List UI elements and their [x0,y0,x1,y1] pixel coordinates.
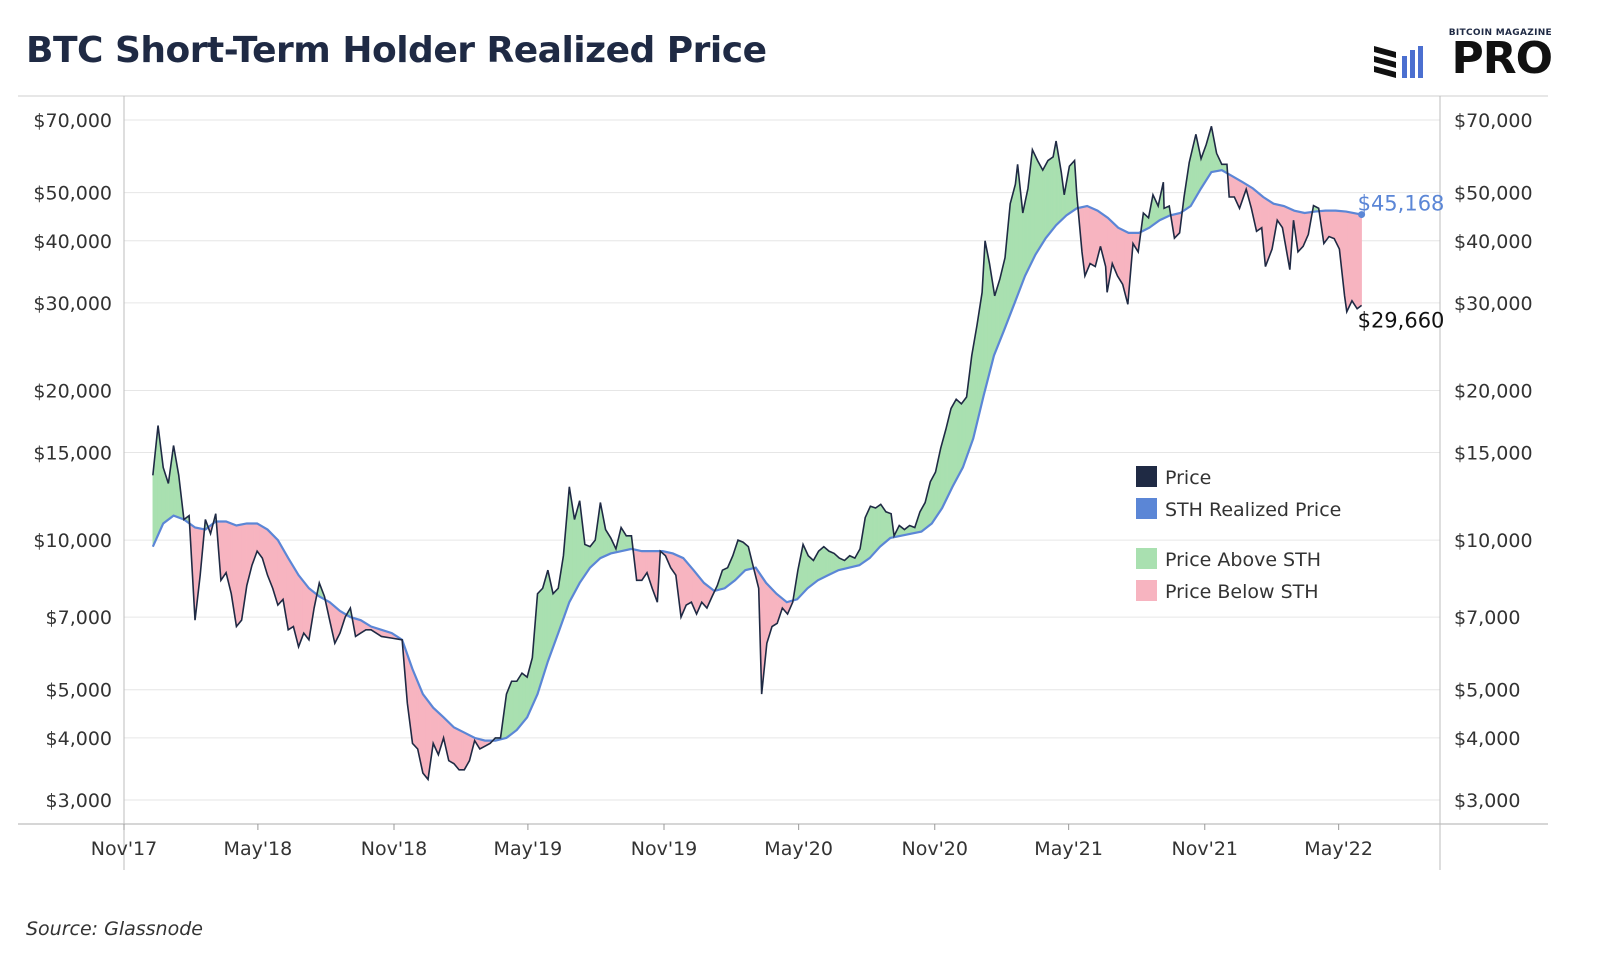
y-tick-label-right: $15,000 [1454,443,1533,465]
chart-legend: Price STH Realized Price Price Above STH Pr… [1136,466,1341,603]
area-price-below-sth [1359,213,1362,308]
price-line [152,126,1363,782]
y-tick-label-right: $30,000 [1454,293,1533,315]
y-tick-label-right: $4,000 [1454,728,1520,750]
x-tick-label: Nov'19 [631,838,697,860]
x-tick-label: May'21 [1034,838,1103,860]
y-axis-left: $3,000 $4,000 $5,000 $7,000 $10,000 $15,000 $2… [33,110,112,812]
sth-end-point [1358,211,1366,219]
y-tick-label-left: $20,000 [33,380,112,402]
y-tick-label-left: $40,000 [33,231,112,253]
x-tick-label: Nov'17 [91,838,157,860]
logo-main-text: PRO [1451,33,1553,84]
y-tick-label-right: $40,000 [1454,231,1533,253]
x-tick-label: Nov'20 [902,838,968,860]
y-tick-label-right: $50,000 [1454,183,1533,205]
y-tick-label-right: $3,000 [1454,790,1520,812]
y-tick-label-right: $7,000 [1454,607,1520,629]
x-tick-label: Nov'18 [361,838,427,860]
y-tick-label-left: $15,000 [33,443,112,465]
bitcoin-magazine-pro-logo: BITCOIN MAGAZINE PRO [1372,28,1553,84]
legend-label: Price Below STH [1165,581,1319,603]
x-tick-label: May'22 [1304,838,1373,860]
y-tick-label-left: $70,000 [33,110,112,132]
y-tick-label-left: $5,000 [46,680,112,702]
y-tick-label-left: $30,000 [33,293,112,315]
chart-title: BTC Short-Term Holder Realized Price [26,30,767,71]
logo-bars-icon [1374,46,1423,78]
y-axis-right: $3,000 $4,000 $5,000 $7,000 $10,000 $15,000 $2… [1454,110,1533,812]
legend-swatch [1136,548,1157,569]
price-end-label: $29,660 [1358,308,1445,332]
sth-realized-price-line [151,168,1362,742]
legend-label: Price [1165,467,1211,489]
y-tick-label-right: $5,000 [1454,680,1520,702]
y-tick-label-left: $4,000 [46,728,112,750]
grid-lines [124,119,1440,801]
chart-frame [18,95,1548,870]
legend-swatch [1136,580,1157,601]
y-tick-label-right: $20,000 [1454,380,1533,402]
x-tick-label: May'18 [224,838,293,860]
x-tick-label: May'19 [494,838,563,860]
y-tick-label-right: $70,000 [1454,110,1533,132]
y-tick-label-left: $3,000 [46,790,112,812]
y-tick-label-left: $50,000 [33,183,112,205]
legend-label: STH Realized Price [1165,499,1341,521]
legend-swatch [1136,498,1157,519]
y-tick-label-right: $10,000 [1454,530,1533,552]
source-note: Source: Glassnode [26,918,203,940]
y-tick-label-left: $10,000 [33,530,112,552]
logo-top-text: BITCOIN MAGAZINE [1448,28,1552,38]
x-axis: Nov'17 May'18 Nov'18 May'19 Nov'19 May'20 Nov'… [91,824,1373,860]
y-tick-label-left: $7,000 [46,607,112,629]
legend-swatch [1136,466,1157,487]
legend-label: Price Above STH [1165,549,1321,571]
x-tick-label: Nov'21 [1172,838,1238,860]
x-tick-label: May'20 [764,838,833,860]
sth-end-label: $45,168 [1358,192,1445,216]
end-value-labels: $45,168 $29,660 [1358,192,1445,333]
